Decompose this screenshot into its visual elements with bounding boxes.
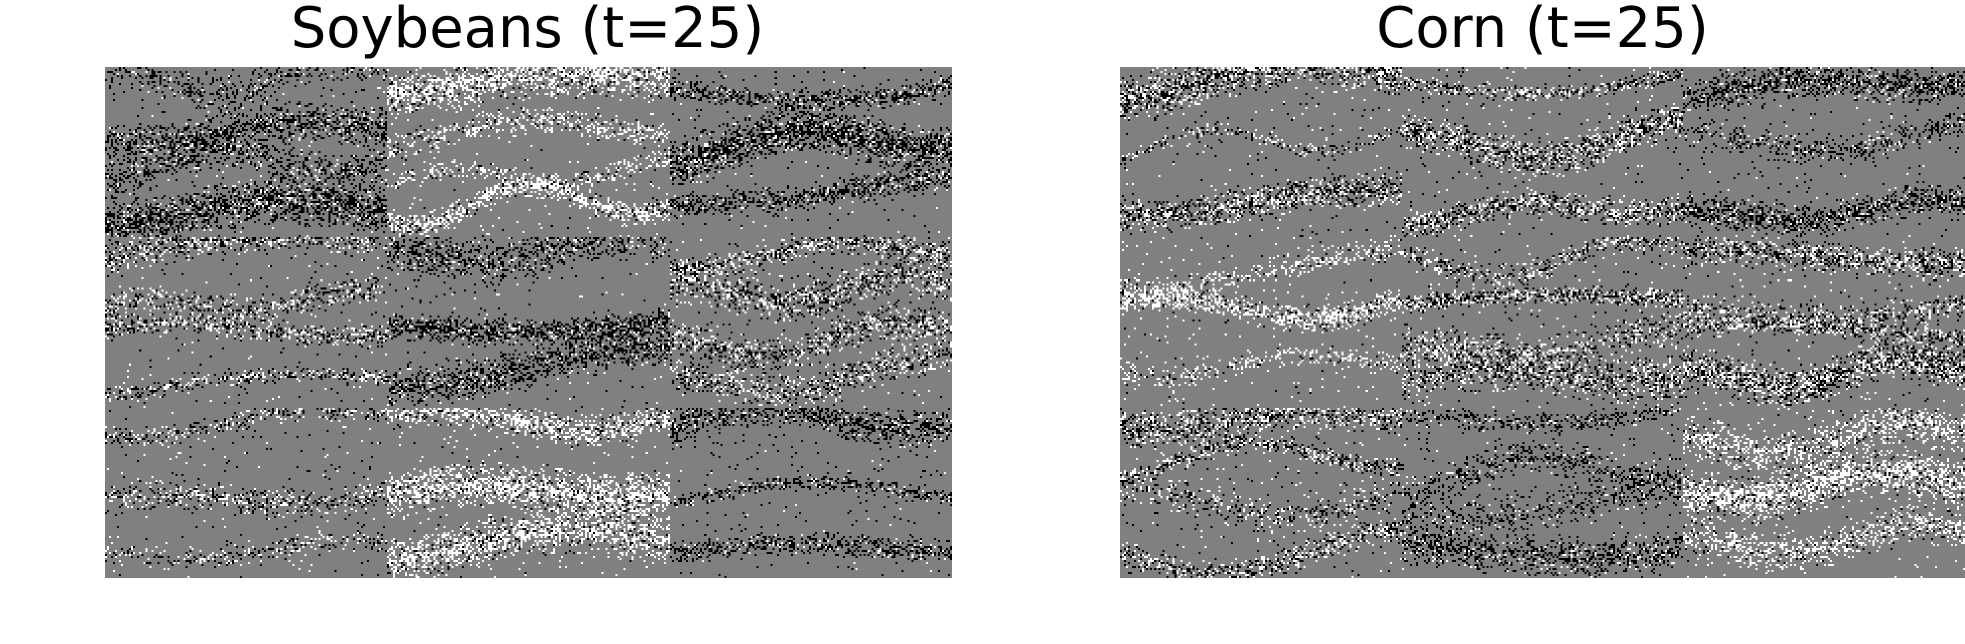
soybeans-tile bbox=[105, 237, 388, 408]
soybeans-panel-title: Soybeans (t=25) bbox=[290, 0, 765, 61]
soybeans-tile bbox=[105, 67, 388, 238]
soybeans-tile bbox=[669, 407, 952, 578]
soybeans-tile bbox=[387, 237, 670, 408]
corn-tile bbox=[1120, 237, 1402, 408]
corn-tile bbox=[1401, 407, 1684, 578]
soybeans-tile bbox=[387, 67, 670, 238]
corn-tile bbox=[1401, 67, 1684, 238]
soybeans-tile bbox=[669, 237, 952, 408]
corn-tile bbox=[1401, 237, 1684, 408]
corn-tile bbox=[1120, 67, 1402, 238]
corn-image-grid bbox=[1120, 67, 1965, 578]
soybeans-tile bbox=[105, 407, 388, 578]
corn-tile bbox=[1120, 407, 1402, 578]
soybeans-tile bbox=[669, 67, 952, 238]
soybeans-tile bbox=[387, 407, 670, 578]
corn-tile bbox=[1683, 67, 1965, 238]
soybeans-image-grid bbox=[105, 67, 952, 578]
corn-tile bbox=[1683, 407, 1965, 578]
corn-panel-title: Corn (t=25) bbox=[1376, 0, 1709, 61]
corn-tile bbox=[1683, 237, 1965, 408]
